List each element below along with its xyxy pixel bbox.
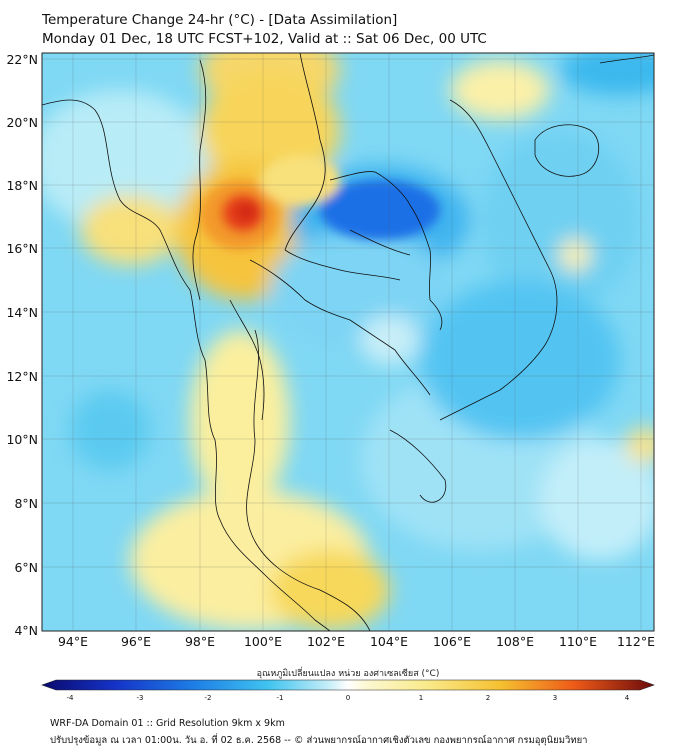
lon-label: 110°E	[559, 634, 597, 649]
lon-label: 98°E	[185, 634, 215, 649]
lon-label: 94°E	[58, 634, 88, 649]
lat-label: 10°N	[6, 432, 38, 447]
lat-label: 16°N	[6, 241, 38, 256]
latitude-labels: 22°N 20°N 18°N 16°N 14°N 12°N 10°N 8°N 6…	[6, 52, 38, 638]
temperature-field	[42, 53, 654, 631]
colorbar-tick: 3	[553, 694, 557, 702]
temperature-change-map: 22°N 20°N 18°N 16°N 14°N 12°N 10°N 8°N 6…	[6, 52, 655, 702]
colorbar-title: อุณหภูมิเปลี่ยนแปลง หน่วย องศาเซลเซียส (…	[257, 666, 440, 679]
coastlines-borders	[42, 53, 654, 631]
lon-label: 96°E	[121, 634, 151, 649]
lat-label: 14°N	[6, 305, 38, 320]
footer-model-info: WRF-DA Domain 01 :: Grid Resolution 9km …	[50, 718, 285, 729]
lon-label: 104°E	[370, 634, 408, 649]
lat-label: 18°N	[6, 178, 38, 193]
colorbar-tick: -1	[277, 694, 284, 702]
map-subtitle: Monday 01 Dec, 18 UTC FCST+102, Valid at…	[42, 31, 487, 47]
colorbar-tick: 4	[625, 694, 630, 702]
lat-label: 6°N	[14, 560, 38, 575]
lon-label: 100°E	[244, 634, 282, 649]
graticule	[42, 53, 654, 631]
lon-label: 112°E	[617, 634, 655, 649]
lat-label: 20°N	[6, 115, 38, 130]
colorbar-bar	[41, 679, 655, 691]
colorbar: อุณหภูมิเปลี่ยนแปลง หน่วย องศาเซลเซียส (…	[41, 666, 655, 702]
map-frame	[41, 52, 655, 632]
lat-label: 4°N	[14, 623, 38, 638]
colorbar-tick: -4	[67, 694, 75, 702]
colorbar-tick: 2	[486, 694, 490, 702]
lon-label: 108°E	[496, 634, 534, 649]
colorbar-tick: -3	[137, 694, 144, 702]
lat-label: 12°N	[6, 369, 38, 384]
colorbar-tick: -2	[205, 694, 212, 702]
longitude-labels: 94°E 96°E 98°E 100°E 102°E 104°E 106°E 1…	[58, 634, 655, 649]
lon-label: 102°E	[307, 634, 345, 649]
colorbar-tick: 0	[346, 694, 350, 702]
footer-credit: ปรับปรุงข้อมูล ณ เวลา 01:00น. วัน อ. ที่…	[50, 735, 588, 746]
lon-label: 106°E	[433, 634, 471, 649]
map-title: Temperature Change 24-hr (°C) - [Data As…	[42, 12, 398, 28]
lat-label: 8°N	[14, 496, 38, 511]
lat-label: 22°N	[6, 52, 38, 67]
colorbar-tick: 1	[419, 694, 423, 702]
